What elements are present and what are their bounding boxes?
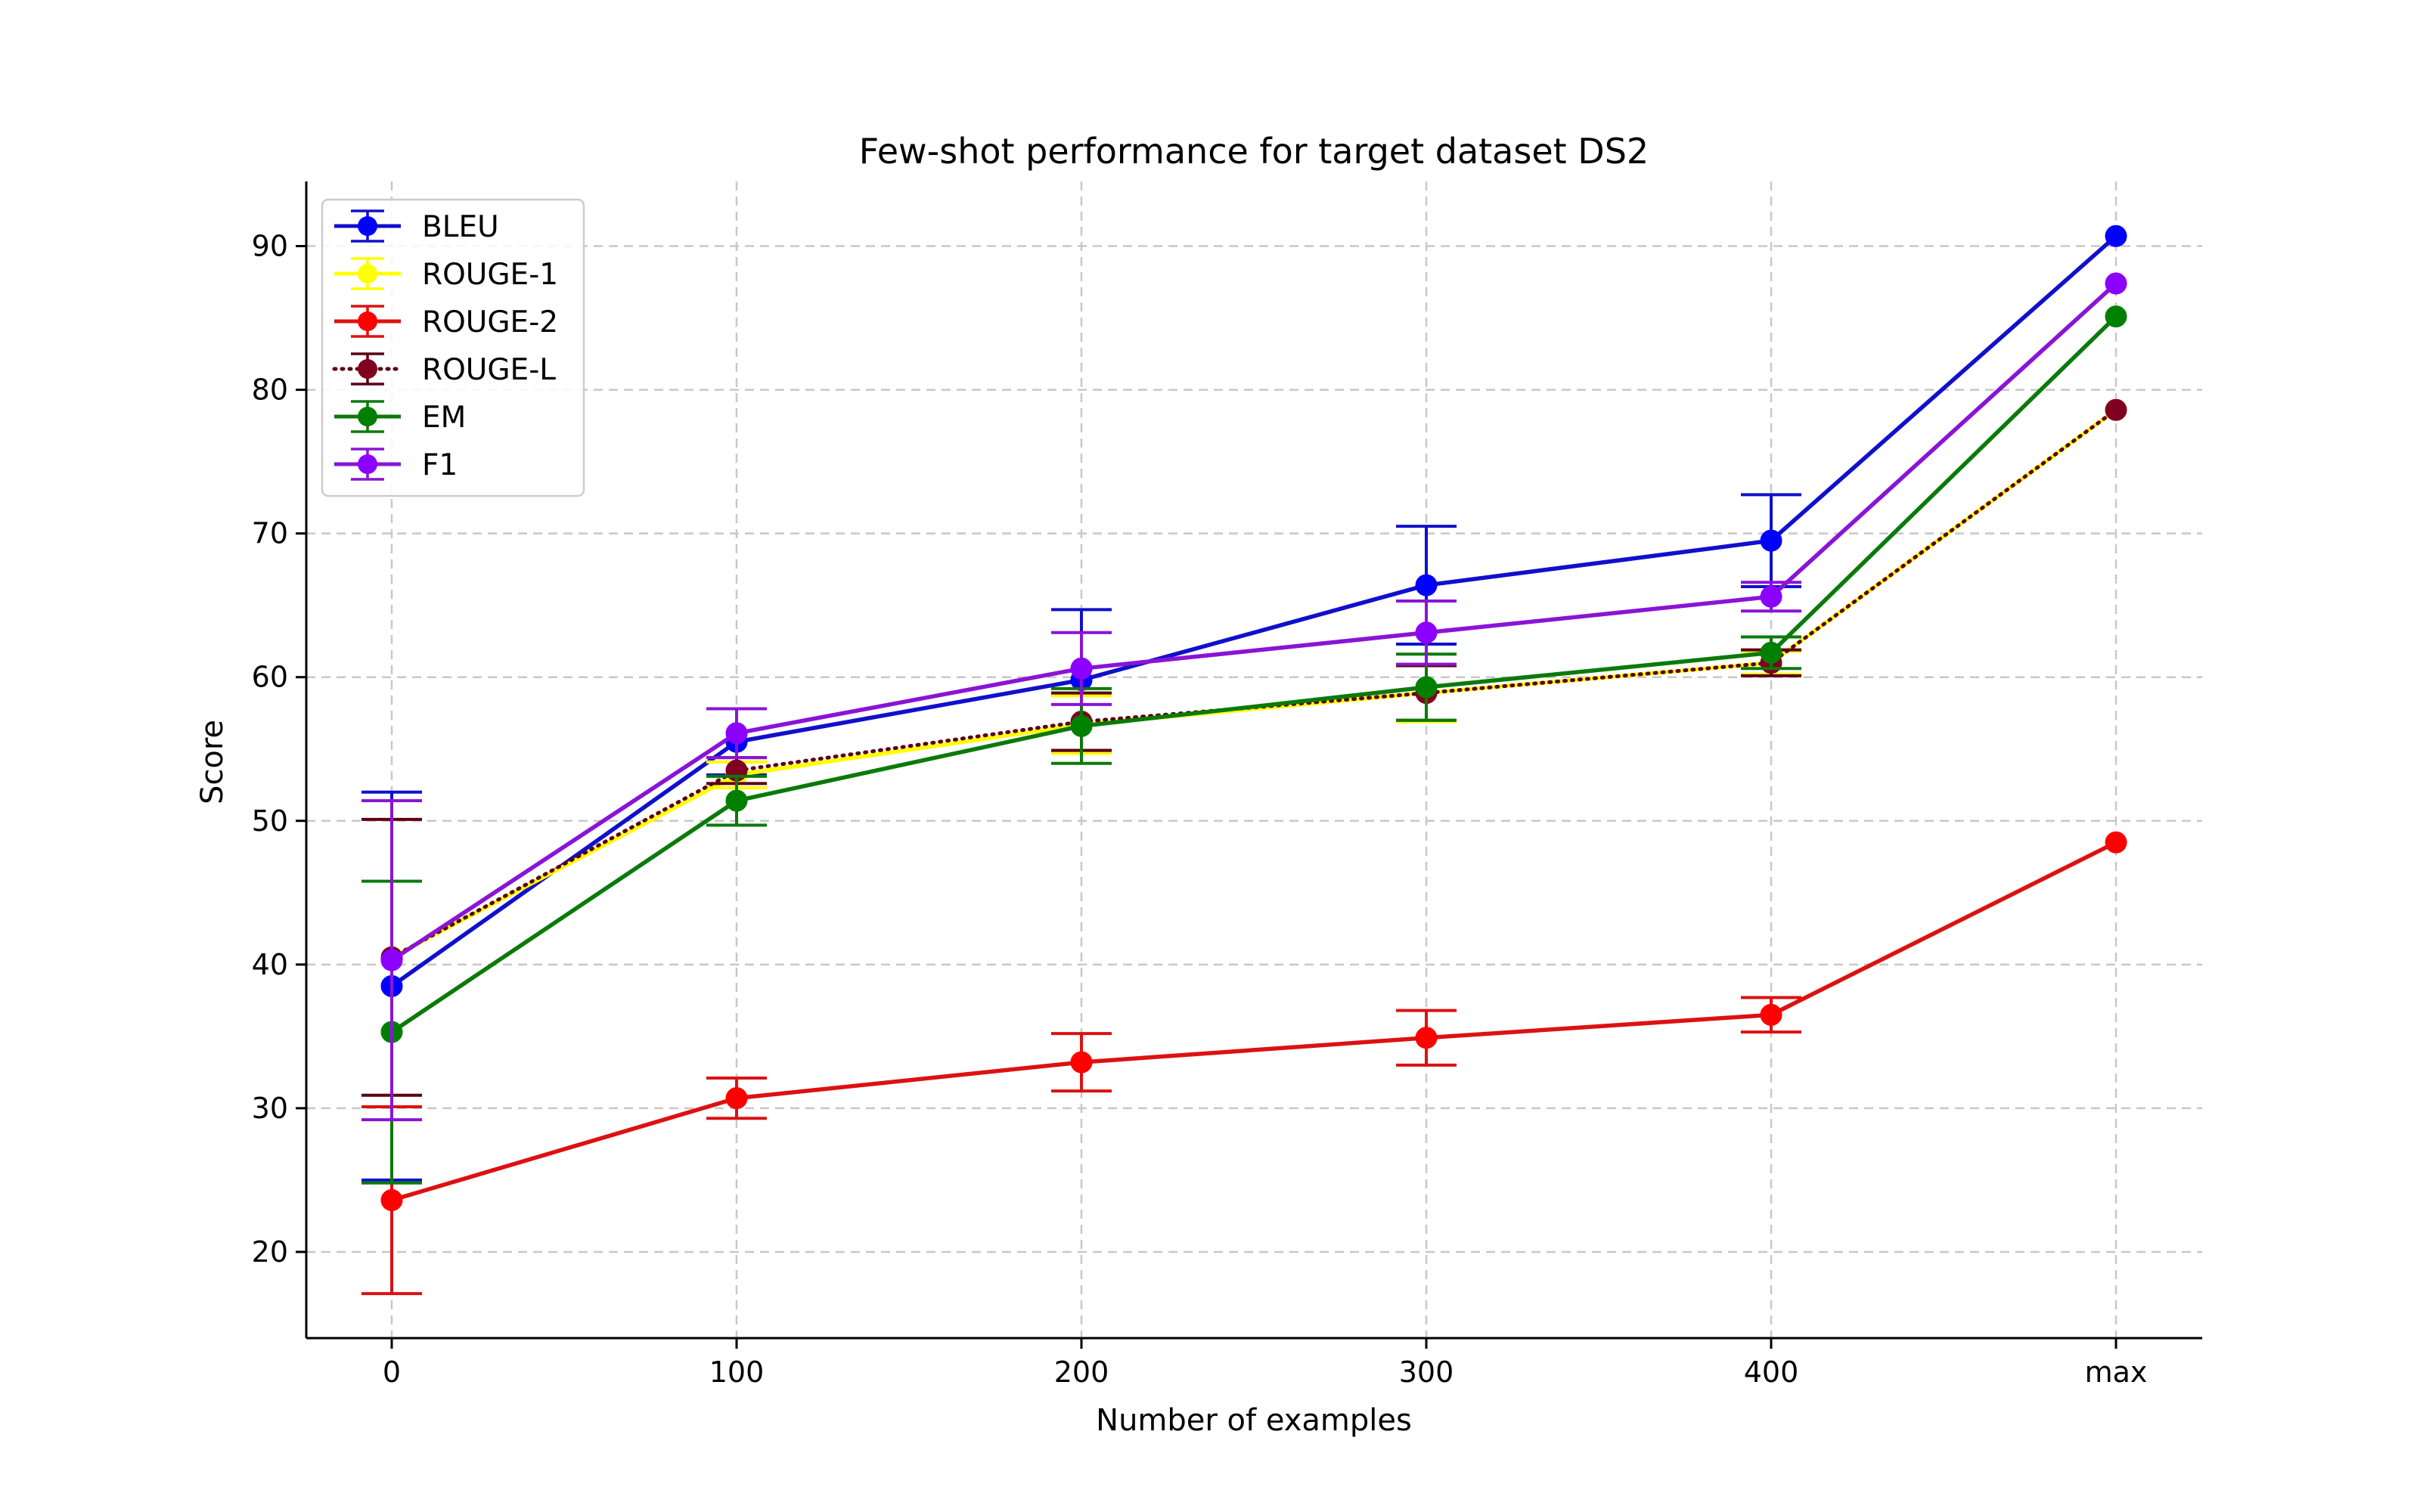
series-line bbox=[389, 407, 2118, 959]
legend-label: BLEU bbox=[422, 210, 499, 244]
legend-marker bbox=[358, 311, 377, 331]
series-line bbox=[390, 281, 2118, 962]
y-tick-label: 20 bbox=[252, 1235, 288, 1269]
series-line bbox=[390, 234, 2118, 988]
data-point bbox=[1070, 657, 1093, 680]
axes bbox=[305, 181, 2202, 1340]
data-point bbox=[725, 1087, 748, 1110]
series-f1 bbox=[361, 272, 2127, 1122]
y-tick-label: 90 bbox=[252, 230, 288, 263]
legend-marker bbox=[358, 407, 377, 426]
legend-marker bbox=[358, 359, 377, 379]
legend-label: ROUGE-1 bbox=[422, 258, 558, 292]
ticks: 0 100 200 300 400 max 20 30 40 50 60 70 80 90 bbox=[252, 230, 2148, 1389]
y-tick-label: 60 bbox=[252, 661, 288, 694]
series-bleu bbox=[361, 225, 2127, 1182]
series-layer bbox=[361, 225, 2127, 1296]
legend-entry-em: EM bbox=[334, 400, 466, 435]
grid bbox=[306, 181, 2202, 1338]
x-tick-label: 300 bbox=[1399, 1356, 1454, 1389]
x-tick-label: 0 bbox=[383, 1356, 401, 1389]
series-em bbox=[361, 305, 2127, 1185]
data-point bbox=[1760, 641, 1782, 664]
legend-label: F1 bbox=[422, 448, 458, 482]
data-point bbox=[1415, 574, 1438, 596]
y-axis-label: Score bbox=[195, 720, 230, 804]
data-point bbox=[2105, 305, 2127, 328]
x-tick-label: max bbox=[2085, 1356, 2148, 1389]
legend-entry-bleu: BLEU bbox=[334, 209, 499, 244]
data-point bbox=[380, 949, 403, 971]
legend: BLEU ROUGE-1 ROUGE-2 ROUGE-L EM F1 bbox=[321, 198, 585, 497]
y-tick-label: 50 bbox=[252, 804, 288, 838]
x-axis-label: Number of examples bbox=[1096, 1403, 1412, 1438]
legend-entry-rouge-2: ROUGE-2 bbox=[334, 305, 558, 339]
x-tick-label: 200 bbox=[1054, 1356, 1109, 1389]
series-rouge-l bbox=[361, 398, 2127, 1097]
legend-label: EM bbox=[422, 401, 466, 435]
data-point bbox=[1415, 1027, 1438, 1049]
series-line bbox=[390, 314, 2118, 1034]
series-line bbox=[391, 840, 2118, 1203]
legend-marker bbox=[358, 454, 377, 474]
y-tick-label: 70 bbox=[252, 517, 288, 550]
legend-label: ROUGE-L bbox=[422, 353, 556, 387]
data-point bbox=[1760, 529, 1782, 552]
legend-marker bbox=[358, 264, 377, 284]
series-rouge-2 bbox=[361, 831, 2127, 1296]
data-point bbox=[2105, 272, 2127, 295]
chart-title: Few-shot performance for target dataset … bbox=[859, 131, 1649, 172]
legend-entry-rouge-1: ROUGE-1 bbox=[334, 257, 558, 292]
legend-label: ROUGE-2 bbox=[422, 305, 558, 339]
y-tick-label: 30 bbox=[252, 1092, 288, 1125]
data-point bbox=[1070, 1051, 1093, 1074]
data-point bbox=[1415, 621, 1438, 644]
series-line bbox=[390, 407, 2118, 959]
data-point bbox=[1760, 585, 1782, 608]
data-point bbox=[725, 722, 748, 745]
data-point bbox=[380, 1189, 403, 1212]
data-point bbox=[725, 789, 748, 812]
data-point bbox=[1415, 676, 1438, 699]
y-tick-label: 80 bbox=[252, 373, 288, 407]
legend-marker bbox=[358, 216, 377, 236]
data-point bbox=[2105, 831, 2127, 854]
x-tick-label: 100 bbox=[709, 1356, 765, 1389]
legend-entry-f1: F1 bbox=[334, 448, 458, 482]
y-tick-label: 40 bbox=[252, 948, 288, 981]
series-rouge-1 bbox=[361, 398, 2127, 1097]
data-point bbox=[2105, 225, 2127, 247]
data-point bbox=[1760, 1003, 1782, 1026]
data-point bbox=[1070, 714, 1093, 737]
legend-entry-rouge-l: ROUGE-L bbox=[332, 352, 556, 387]
data-point bbox=[2105, 398, 2127, 421]
x-tick-label: 400 bbox=[1744, 1356, 1799, 1389]
